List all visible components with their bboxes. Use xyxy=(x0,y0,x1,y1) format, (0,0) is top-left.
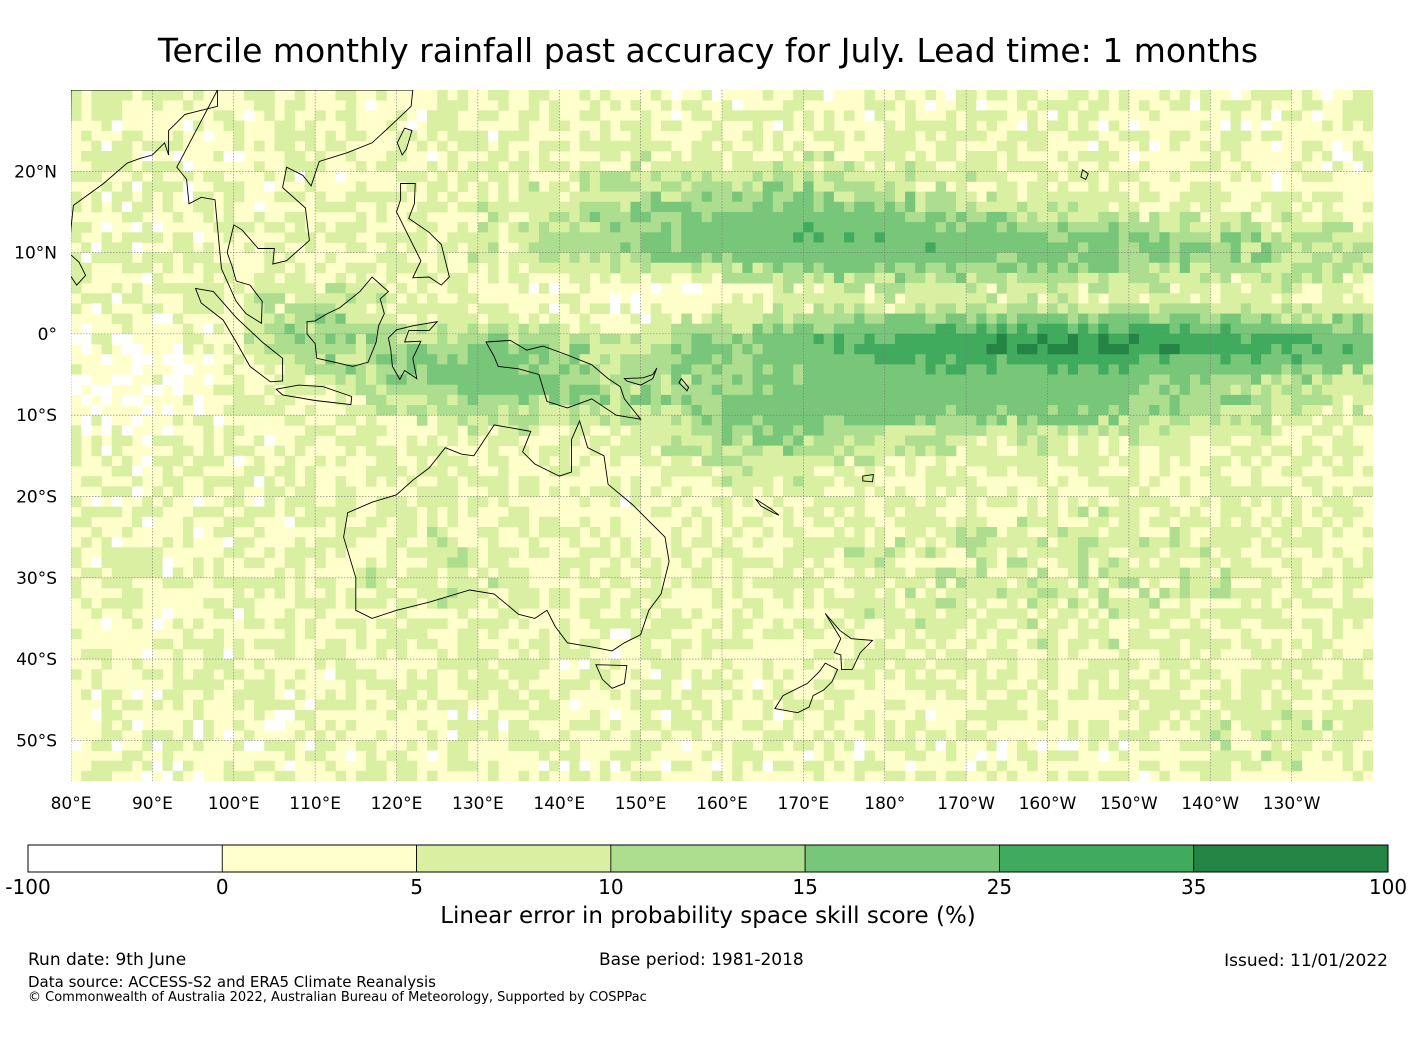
colorbar-bin xyxy=(999,845,1193,872)
lon-tick-label: 140°E xyxy=(533,794,585,814)
base-period: Base period: 1981-2018 xyxy=(599,950,804,970)
lat-tick-label: 10°N xyxy=(14,244,57,264)
colorbar-tick-label: 25 xyxy=(987,875,1012,899)
lat-tick-label: 20°N xyxy=(14,162,57,182)
lon-tick-label: 130°E xyxy=(452,794,504,814)
colorbar-tick-label: 0 xyxy=(216,875,229,899)
lon-tick-label: 180° xyxy=(864,794,905,814)
lon-tick-label: 150°E xyxy=(615,794,667,814)
lon-tick-label: 170°W xyxy=(937,794,995,814)
colorbar-tick-label: 10 xyxy=(598,875,623,899)
colorbar-tick-label: 35 xyxy=(1181,875,1206,899)
colorbar-bin xyxy=(222,845,416,872)
lat-tick-label: 50°S xyxy=(16,731,57,751)
lon-tick-label: 100°E xyxy=(208,794,260,814)
lon-tick-label: 160°E xyxy=(696,794,748,814)
colorbar-tick-label: -100 xyxy=(5,875,50,899)
lat-tick-label: 0° xyxy=(38,325,57,345)
colorbar-tick-label: 15 xyxy=(792,875,817,899)
lon-tick-label: 110°E xyxy=(289,794,341,814)
run-date: Run date: 9th June xyxy=(28,950,186,970)
lon-tick-label: 90°E xyxy=(132,794,173,814)
lat-tick-label: 40°S xyxy=(16,650,57,670)
lon-tick-label: 130°W xyxy=(1263,794,1321,814)
colorbar-bin xyxy=(1194,845,1388,872)
data-source: Data source: ACCESS-S2 and ERA5 Climate … xyxy=(28,973,436,991)
lon-tick-label: 150°W xyxy=(1100,794,1158,814)
colorbar-tick-label: 5 xyxy=(410,875,423,899)
colorbar-bin xyxy=(28,845,222,872)
lon-tick-label: 170°E xyxy=(778,794,830,814)
colorbar-bin xyxy=(805,845,999,872)
lon-tick-label: 160°W xyxy=(1019,794,1077,814)
lon-tick-label: 80°E xyxy=(51,794,92,814)
lat-tick-label: 10°S xyxy=(16,406,57,426)
issued-date: Issued: 11/01/2022 xyxy=(1224,951,1388,971)
colorbar: -100 0 5 10 15 25 35 100 xyxy=(5,845,1407,899)
lon-tick-label: 140°W xyxy=(1181,794,1239,814)
lon-tick-label: 120°E xyxy=(371,794,423,814)
copyright: © Commonwealth of Australia 2022, Austra… xyxy=(28,990,647,1005)
lat-tick-label: 30°S xyxy=(16,569,57,589)
lat-tick-label: 20°S xyxy=(16,487,57,507)
colorbar-bin xyxy=(417,845,611,872)
colorbar-label: Linear error in probability space skill … xyxy=(0,903,1416,929)
colorbar-tick-label: 100 xyxy=(1369,875,1407,899)
colorbar-bin xyxy=(611,845,805,872)
